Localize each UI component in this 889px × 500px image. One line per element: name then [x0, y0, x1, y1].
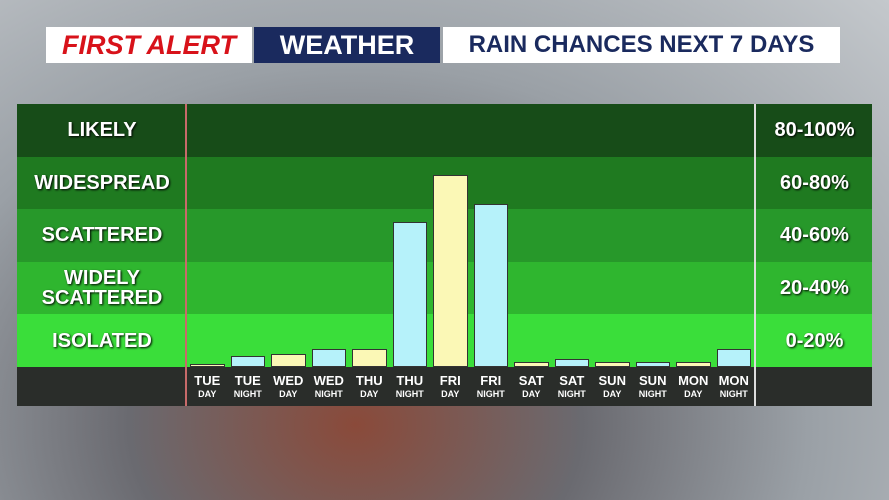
x-tick-sublabel: NIGHT — [395, 389, 424, 399]
x-tick-sublabel: DAY — [603, 389, 622, 399]
bar — [271, 353, 306, 367]
x-tick-label: TUE — [234, 373, 261, 388]
x-tick-label: THU — [396, 373, 424, 388]
x-tick-sublabel: DAY — [279, 389, 298, 399]
band — [17, 104, 872, 157]
x-tick-label: THU — [355, 373, 383, 388]
x-tick-sublabel: DAY — [441, 389, 460, 399]
divider — [754, 104, 756, 406]
bar — [473, 203, 508, 367]
x-tick-sublabel: DAY — [198, 389, 217, 399]
band-range: 60-80% — [780, 171, 849, 194]
x-tick-label: SAT — [559, 373, 585, 388]
x-tick-sublabel: DAY — [684, 389, 703, 399]
brand-weather: WEATHER — [254, 27, 440, 63]
band-label: ISOLATED — [52, 329, 152, 352]
band-range: 40-60% — [780, 224, 849, 247]
divider — [185, 104, 187, 406]
band-range: 20-40% — [780, 277, 849, 300]
bar — [676, 361, 711, 367]
x-tick-label: TUE — [194, 373, 221, 388]
x-tick-sublabel: DAY — [360, 389, 379, 399]
x-tick-label: WED — [313, 373, 344, 388]
x-tick-label: MON — [678, 373, 709, 388]
x-tick-sublabel: NIGHT — [638, 389, 667, 399]
bar — [635, 361, 670, 367]
x-tick-sublabel: NIGHT — [719, 389, 748, 399]
bar — [311, 348, 346, 367]
x-tick-sublabel: DAY — [522, 389, 541, 399]
band-range: 0-20% — [785, 329, 844, 352]
bar — [716, 348, 751, 367]
bar — [230, 356, 265, 367]
bar — [595, 361, 630, 367]
x-tick-label: SUN — [639, 373, 667, 388]
x-tick-sublabel: NIGHT — [314, 389, 343, 399]
band-range: 80-100% — [774, 119, 855, 142]
bar — [433, 175, 468, 367]
bar — [514, 361, 549, 367]
bar — [190, 364, 225, 367]
band-label: WIDELY SCATTERED — [41, 267, 163, 310]
bar — [554, 359, 589, 367]
x-tick-sublabel: NIGHT — [557, 389, 586, 399]
x-tick-label: WED — [273, 373, 304, 388]
band-label: LIKELY — [67, 119, 137, 142]
x-tick-label: FRI — [439, 373, 461, 388]
x-tick-sublabel: NIGHT — [476, 389, 505, 399]
brand: FIRST ALERT — [46, 27, 252, 63]
x-tick-label: FRI — [480, 373, 502, 388]
band-label: WIDESPREAD — [34, 171, 170, 194]
x-tick-label: SAT — [518, 373, 544, 388]
bar — [392, 222, 427, 367]
bar — [352, 348, 387, 367]
x-tick-label: SUN — [598, 373, 626, 388]
x-tick-label: MON — [718, 373, 749, 388]
band-label: SCATTERED — [41, 224, 163, 247]
chart-title: RAIN CHANCES NEXT 7 DAYS — [443, 27, 840, 63]
x-tick-sublabel: NIGHT — [233, 389, 262, 399]
